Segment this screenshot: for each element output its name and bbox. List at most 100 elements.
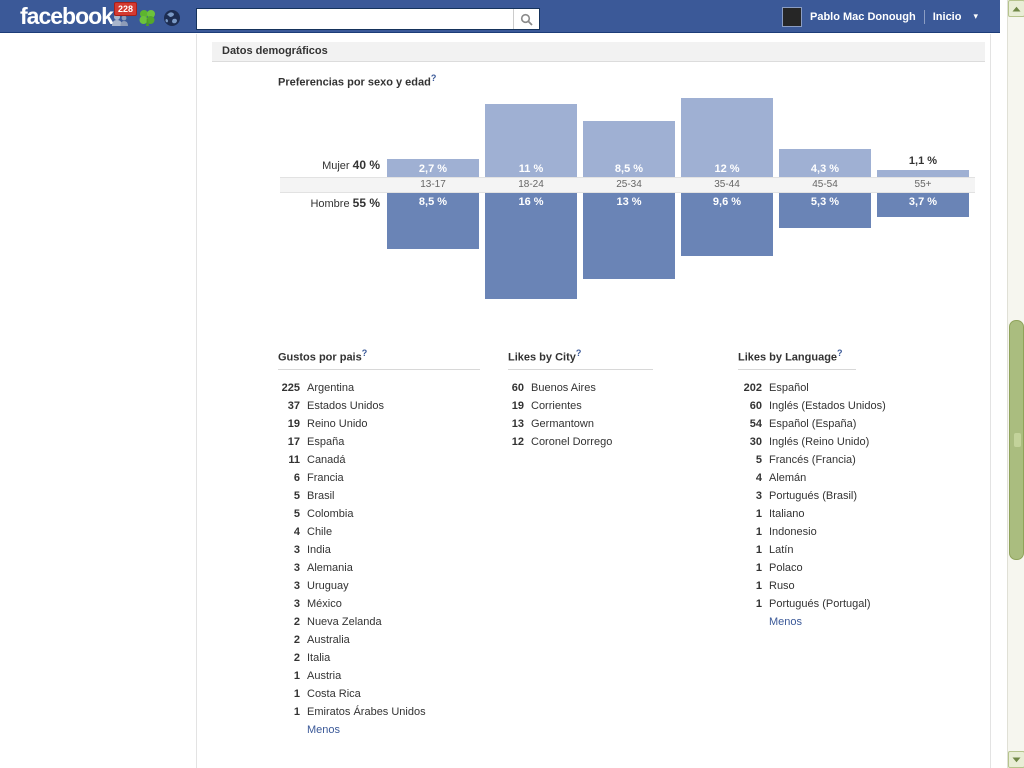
list-item-count: 17 bbox=[287, 435, 300, 448]
list-item-label: Alemania bbox=[307, 561, 353, 574]
globe-icon[interactable] bbox=[163, 9, 183, 27]
list-item: 11 Canadá bbox=[278, 451, 480, 469]
list-item-label: Francés (Francia) bbox=[769, 453, 856, 466]
chart-bar-female bbox=[877, 170, 969, 177]
age-label: 55+ bbox=[914, 179, 932, 190]
chevron-down-icon bbox=[1012, 757, 1021, 762]
age-label: 13-17 bbox=[420, 179, 446, 190]
list-item-count: 2 bbox=[293, 651, 300, 664]
list-title: Gustos por pais? bbox=[278, 348, 480, 370]
list-item: 5 Colombia bbox=[278, 505, 480, 523]
list-item-label: Portugués (Portugal) bbox=[769, 597, 871, 610]
avatar[interactable] bbox=[782, 6, 802, 27]
chart-title-text: Preferencias por sexo y edad bbox=[278, 76, 431, 89]
scrollbar-thumb[interactable] bbox=[1009, 320, 1024, 560]
list-item-label: Uruguay bbox=[307, 579, 349, 592]
clover-icon bbox=[139, 10, 155, 26]
list-item: 2 Italia bbox=[278, 649, 480, 667]
vertical-scrollbar[interactable] bbox=[1007, 0, 1024, 768]
list-item: 2 Nueva Zelanda bbox=[278, 613, 480, 631]
list-item-count: 5 bbox=[293, 489, 300, 502]
list-item-count: 1 bbox=[755, 597, 762, 610]
list-item-label: Australia bbox=[307, 633, 350, 646]
list-item: 3 México bbox=[278, 595, 480, 613]
list-item-label: México bbox=[307, 597, 342, 610]
list-item: 19 Reino Unido bbox=[278, 415, 480, 433]
chart-bar-female bbox=[485, 104, 577, 177]
list-item-count: 1 bbox=[293, 687, 300, 700]
list-item-count: 2 bbox=[293, 633, 300, 646]
bar-value-label: 1,1 % bbox=[908, 155, 938, 167]
list-item-count: 19 bbox=[287, 417, 300, 430]
friend-requests-icon[interactable]: 228 bbox=[110, 2, 138, 27]
list-item: 5 Francés (Francia) bbox=[738, 451, 856, 469]
list-item-count: 60 bbox=[749, 399, 762, 412]
scroll-up-button[interactable] bbox=[1008, 0, 1024, 17]
bar-value-label: 8,5 % bbox=[418, 196, 448, 208]
help-icon[interactable]: ? bbox=[575, 348, 582, 358]
notification-badge: 228 bbox=[114, 2, 138, 16]
chart-bar-male bbox=[485, 193, 577, 299]
list-item: 19 Corrientes bbox=[508, 397, 653, 415]
likes-list: Likes by City? 60 Buenos Aires 19 Corrientes… bbox=[508, 348, 653, 451]
search-input[interactable] bbox=[197, 9, 513, 29]
list-item-label: Nueva Zelanda bbox=[307, 615, 382, 628]
female-total: 40 % bbox=[352, 158, 380, 172]
list-item-count: 225 bbox=[281, 381, 300, 394]
home-link[interactable]: Inicio bbox=[932, 10, 962, 23]
demographics-chart: Mujer 40 % Hombre 55 % 13-17 2,7 % 8,5 % 18… bbox=[280, 95, 975, 299]
chart-bar-male bbox=[681, 193, 773, 256]
help-icon[interactable]: ? bbox=[430, 73, 437, 83]
show-less-link[interactable]: Menos bbox=[307, 723, 341, 736]
list-item-count: 60 bbox=[511, 381, 524, 394]
list-item: 1 Ruso bbox=[738, 577, 856, 595]
list-item: 1 Portugués (Portugal) bbox=[738, 595, 871, 613]
list-item: 37 Estados Unidos bbox=[278, 397, 480, 415]
list-item-label: Portugués (Brasil) bbox=[769, 489, 858, 502]
profile-link[interactable]: Pablo Mac Donough bbox=[810, 10, 916, 23]
female-row-label: Mujer 40 % bbox=[280, 158, 380, 173]
account-menu: Pablo Mac Donough Inicio ▾ bbox=[782, 0, 982, 33]
list-item: 3 Alemania bbox=[278, 559, 480, 577]
list-item-count: 37 bbox=[287, 399, 300, 412]
likes-list: Gustos por pais? 225 Argentina 37 Estados Un… bbox=[278, 348, 480, 739]
list-item-count: 3 bbox=[293, 561, 300, 574]
male-total: 55 % bbox=[352, 196, 380, 210]
age-label: 25-34 bbox=[616, 179, 642, 190]
bar-value-label: 11 % bbox=[518, 163, 544, 175]
list-item-label: Corrientes bbox=[531, 399, 582, 412]
list-item: 202 Español bbox=[738, 379, 856, 397]
list-item-count: 1 bbox=[293, 705, 300, 718]
list-item: 1 Italiano bbox=[738, 505, 856, 523]
search-icon bbox=[520, 13, 533, 26]
list-item-count: 11 bbox=[288, 453, 300, 466]
list-item-count: 202 bbox=[743, 381, 762, 394]
show-less-link[interactable]: Menos bbox=[769, 615, 803, 628]
list-item-label: Inglés (Reino Unido) bbox=[769, 435, 870, 448]
list-item: 60 Inglés (Estados Unidos) bbox=[738, 397, 886, 415]
chart-bar-male bbox=[583, 193, 675, 279]
list-title-text: Likes by Language bbox=[738, 351, 838, 364]
help-icon[interactable]: ? bbox=[361, 348, 368, 358]
chart-bar-male bbox=[877, 193, 969, 217]
globe-icon bbox=[164, 10, 180, 26]
list-item: 60 Buenos Aires bbox=[508, 379, 653, 397]
divider bbox=[923, 9, 925, 24]
facebook-logo[interactable]: facebook bbox=[20, 3, 114, 29]
friends-icon bbox=[112, 14, 128, 26]
list-item-label: Ruso bbox=[769, 579, 795, 592]
list-item-count: 5 bbox=[755, 453, 762, 466]
list-item-count: 3 bbox=[755, 489, 762, 502]
help-icon[interactable]: ? bbox=[837, 348, 843, 358]
list-title-text: Likes by City bbox=[508, 351, 576, 364]
left-column-divider bbox=[196, 34, 197, 768]
scrollbar-grip bbox=[1014, 433, 1021, 447]
search-button[interactable] bbox=[513, 9, 539, 29]
age-axis-band bbox=[280, 177, 975, 193]
chevron-down-icon[interactable]: ▾ bbox=[973, 11, 978, 21]
list-item: 3 Portugués (Brasil) bbox=[738, 487, 858, 505]
list-item-count: 19 bbox=[511, 399, 524, 412]
scroll-down-button[interactable] bbox=[1008, 751, 1024, 768]
right-column-divider bbox=[990, 34, 991, 768]
clover-app-icon[interactable] bbox=[138, 9, 158, 27]
